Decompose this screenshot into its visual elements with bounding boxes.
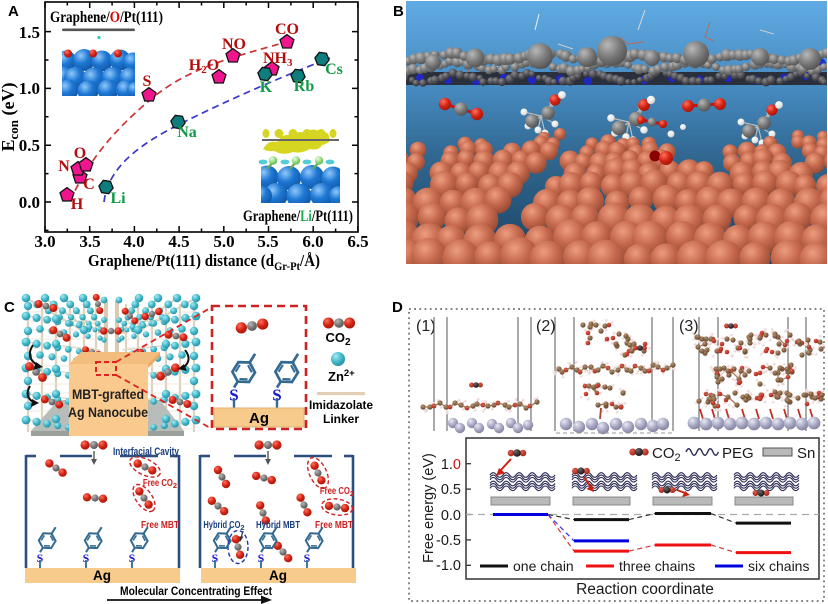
svg-text:N: N bbox=[58, 158, 70, 175]
svg-text:3.5: 3.5 bbox=[79, 232, 100, 251]
svg-text:4.5: 4.5 bbox=[168, 232, 189, 251]
svg-text:Ag: Ag bbox=[93, 568, 111, 583]
svg-text:H2O: H2O bbox=[189, 57, 219, 76]
svg-text:Ag: Ag bbox=[269, 568, 287, 583]
svg-text:1.0: 1.0 bbox=[441, 457, 461, 473]
svg-text:PEG: PEG bbox=[722, 445, 754, 462]
svg-text:Free CO2: Free CO2 bbox=[143, 477, 177, 490]
svg-text:NO: NO bbox=[222, 36, 246, 53]
svg-text:5.0: 5.0 bbox=[213, 232, 234, 251]
svg-text:six chains: six chains bbox=[748, 558, 809, 574]
svg-text:4.0: 4.0 bbox=[123, 232, 144, 251]
svg-text:Econ (eV): Econ (eV) bbox=[0, 83, 21, 152]
svg-text:H: H bbox=[71, 196, 84, 213]
svg-text:0.5: 0.5 bbox=[19, 136, 40, 155]
svg-text:(3): (3) bbox=[679, 318, 699, 335]
svg-text:(1): (1) bbox=[416, 318, 436, 335]
svg-text:MBT-grafted: MBT-grafted bbox=[72, 386, 144, 402]
svg-text:S: S bbox=[143, 73, 152, 90]
svg-text:Free energy (eV): Free energy (eV) bbox=[421, 453, 437, 563]
svg-text:Interfacial Cavity: Interfacial Cavity bbox=[113, 446, 180, 458]
svg-text:Linker: Linker bbox=[323, 412, 359, 426]
svg-text:1.0: 1.0 bbox=[19, 79, 40, 98]
svg-text:S: S bbox=[304, 551, 311, 565]
svg-text:(2): (2) bbox=[536, 318, 556, 335]
svg-text:three chains: three chains bbox=[619, 558, 695, 574]
svg-text:S: S bbox=[272, 385, 281, 404]
svg-text:Cs: Cs bbox=[325, 61, 343, 78]
svg-text:CO2: CO2 bbox=[325, 330, 351, 348]
svg-text:Hybrid CO2: Hybrid CO2 bbox=[203, 519, 244, 532]
svg-text:B: B bbox=[393, 3, 404, 20]
svg-text:0.0: 0.0 bbox=[441, 508, 461, 524]
svg-text:D: D bbox=[392, 299, 403, 316]
svg-text:NH3: NH3 bbox=[263, 50, 293, 69]
svg-text:5.5: 5.5 bbox=[257, 232, 278, 251]
svg-text:one chain: one chain bbox=[513, 558, 574, 574]
svg-text:S: S bbox=[129, 551, 136, 565]
svg-text:Imidazolate: Imidazolate bbox=[309, 398, 373, 412]
svg-text:S: S bbox=[258, 551, 265, 565]
svg-text:O: O bbox=[74, 145, 86, 162]
svg-text:Li: Li bbox=[110, 190, 126, 207]
svg-text:Free CO2: Free CO2 bbox=[320, 485, 354, 498]
svg-text:Free MBT: Free MBT bbox=[315, 519, 353, 531]
svg-text:Hybrid MBT: Hybrid MBT bbox=[256, 519, 300, 531]
svg-text:1.5: 1.5 bbox=[19, 23, 40, 42]
svg-text:S: S bbox=[83, 551, 90, 565]
svg-text:A: A bbox=[8, 3, 19, 20]
svg-text:6.5: 6.5 bbox=[347, 232, 368, 251]
svg-text:Graphene/Pt(111) distance (dGr: Graphene/Pt(111) distance (dGr-Pt/Å) bbox=[88, 251, 320, 273]
svg-text:-0.5: -0.5 bbox=[436, 533, 461, 549]
svg-text:C: C bbox=[4, 299, 15, 316]
svg-text:S: S bbox=[37, 551, 44, 565]
svg-text:CO: CO bbox=[275, 21, 299, 38]
svg-text:Graphene/Li/Pt(111): Graphene/Li/Pt(111) bbox=[243, 208, 353, 225]
svg-text:Sn: Sn bbox=[797, 445, 815, 462]
svg-text:Ag: Ag bbox=[249, 410, 269, 427]
svg-text:0.0: 0.0 bbox=[19, 193, 40, 212]
svg-text:CO2: CO2 bbox=[652, 445, 681, 464]
svg-text:Zn2+: Zn2+ bbox=[328, 368, 355, 384]
svg-text:Molecular Concentrating Effect: Molecular Concentrating Effect bbox=[120, 584, 272, 598]
svg-text:K: K bbox=[260, 79, 273, 96]
svg-text:C: C bbox=[83, 176, 95, 193]
svg-text:3.0: 3.0 bbox=[34, 232, 55, 251]
svg-text:Free MBT: Free MBT bbox=[141, 519, 179, 531]
svg-text:Reaction coordinate: Reaction coordinate bbox=[576, 581, 714, 598]
svg-text:S: S bbox=[229, 385, 238, 404]
svg-text:Rb: Rb bbox=[294, 78, 315, 95]
svg-text:S: S bbox=[212, 551, 219, 565]
svg-text:Na: Na bbox=[177, 124, 197, 141]
svg-text:0.5: 0.5 bbox=[441, 482, 461, 498]
svg-text:Ag Nanocube: Ag Nanocube bbox=[68, 404, 148, 420]
svg-text:6.0: 6.0 bbox=[302, 232, 323, 251]
svg-text:-1.0: -1.0 bbox=[436, 558, 461, 574]
svg-text:Graphene/O/Pt(111): Graphene/O/Pt(111) bbox=[50, 9, 163, 26]
